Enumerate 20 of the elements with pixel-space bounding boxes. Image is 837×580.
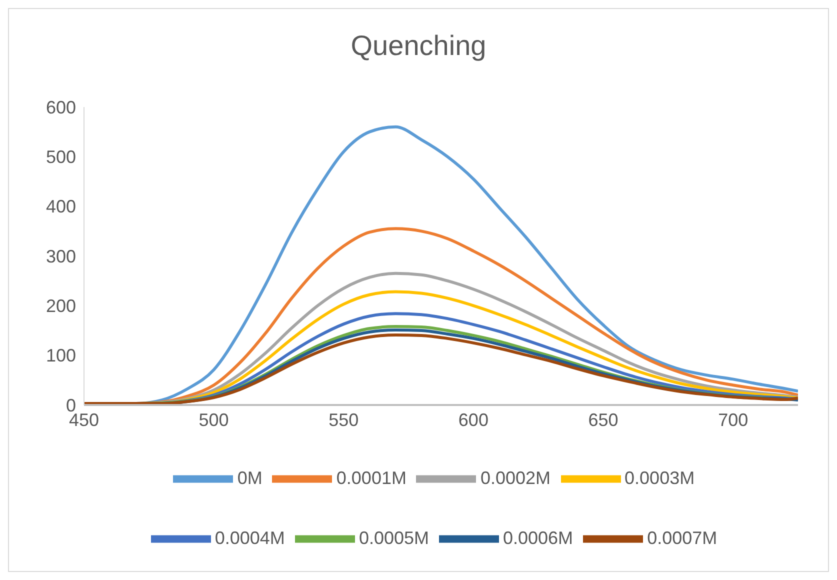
legend-label: 0.0007M — [647, 528, 718, 548]
y-tick-label: 400 — [46, 196, 76, 217]
x-tick-label: 700 — [718, 410, 748, 430]
x-tick-label: 600 — [458, 410, 488, 430]
y-tick-label: 300 — [46, 246, 76, 266]
legend-label: 0.0002M — [480, 468, 551, 488]
legend-label: 0.0001M — [336, 468, 406, 488]
legend-label: 0.0003M — [624, 468, 695, 488]
y-tick-label: 100 — [46, 346, 76, 366]
legend-label: 0.0005M — [358, 528, 429, 548]
legend-label: 0M — [237, 468, 262, 488]
y-tick-label: 200 — [46, 296, 76, 316]
x-tick-label: 550 — [328, 410, 359, 430]
x-tick-label: 500 — [198, 410, 229, 430]
x-tick-label: 650 — [588, 410, 618, 430]
legend-label: 0.0004M — [214, 528, 285, 548]
chart-title: Quenching — [350, 29, 488, 63]
legend-label: 0.0006M — [503, 528, 574, 548]
y-tick-label: 500 — [46, 147, 76, 168]
y-tick-label: 600 — [46, 97, 76, 118]
